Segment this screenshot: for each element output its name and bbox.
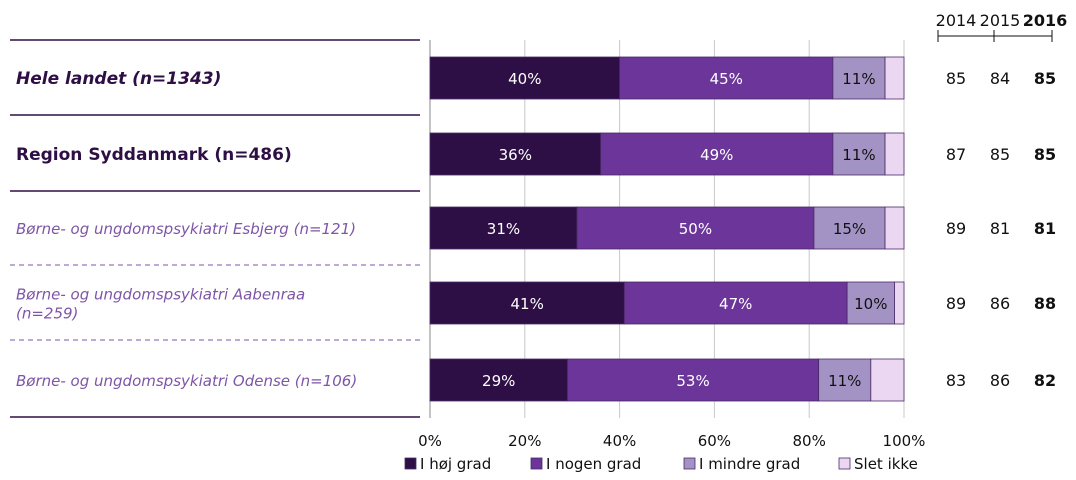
category-label: Børne- og ungdomspsykiatri Odense (n=106… (16, 372, 357, 390)
year-value: 89 (946, 294, 966, 313)
data-label: 11% (828, 372, 861, 390)
year-value: 85 (1034, 145, 1056, 164)
bar-segment (429, 358, 568, 402)
legend-label: I nogen grad (546, 455, 641, 473)
data-label: 45% (710, 70, 743, 88)
data-label: 15% (833, 220, 866, 238)
category-label: (n=259) (16, 305, 78, 323)
year-header: 2014 (936, 11, 977, 30)
data-label: 11% (842, 146, 875, 164)
data-label: 11% (842, 70, 875, 88)
bar-segment (619, 56, 834, 100)
bar-segment (429, 56, 621, 100)
year-value: 86 (990, 371, 1010, 390)
bar-segment (429, 206, 578, 250)
year-value: 82 (1034, 371, 1056, 390)
year-value: 85 (990, 145, 1010, 164)
legend-label: I mindre grad (699, 455, 800, 473)
bar-segment (884, 132, 905, 176)
data-label: 50% (679, 220, 712, 238)
bar-segment (813, 206, 886, 250)
x-tick-label: 100% (883, 432, 926, 450)
bar-segment (870, 358, 905, 402)
data-label: 41% (510, 295, 543, 313)
bar-segment (884, 206, 905, 250)
data-label: 47% (719, 295, 752, 313)
x-tick-label: 80% (793, 432, 826, 450)
year-value: 86 (990, 294, 1010, 313)
bar-segment (832, 132, 886, 176)
year-value: 89 (946, 219, 966, 238)
data-label: 36% (499, 146, 532, 164)
data-label: 40% (508, 70, 541, 88)
data-label: 53% (676, 372, 709, 390)
year-value: 85 (946, 69, 966, 88)
x-tick-label: 20% (508, 432, 541, 450)
legend-label: I høj grad (420, 455, 491, 473)
data-label: 29% (482, 372, 515, 390)
legend-swatch (404, 457, 417, 470)
year-value: 85 (1034, 69, 1056, 88)
category-label: Hele landet (n=1343) (16, 69, 221, 89)
year-value: 81 (1034, 219, 1056, 238)
bar-segment (600, 132, 834, 176)
year-value: 84 (990, 69, 1010, 88)
year-header: 2015 (980, 11, 1021, 30)
legend-swatch (838, 457, 851, 470)
x-tick-label: 0% (418, 432, 442, 450)
bar-segment (623, 281, 848, 325)
bar-segment (429, 132, 602, 176)
category-label: Børne- og ungdomspsykiatri Aabenraa (16, 286, 305, 304)
bar-segment (846, 281, 895, 325)
category-label: Region Syddanmark (n=486) (16, 145, 292, 165)
year-value: 87 (946, 145, 966, 164)
year-value: 81 (990, 219, 1010, 238)
bar-segment (884, 56, 905, 100)
x-tick-label: 60% (698, 432, 731, 450)
category-label: Børne- og ungdomspsykiatri Esbjerg (n=12… (16, 220, 356, 238)
bar-segment (429, 281, 625, 325)
year-value: 83 (946, 371, 966, 390)
data-label: 10% (854, 295, 887, 313)
legend-label: Slet ikke (854, 455, 918, 473)
bar-segment (567, 358, 820, 402)
bar-segment (894, 281, 905, 325)
x-tick-label: 40% (603, 432, 636, 450)
data-label: 49% (700, 146, 733, 164)
legend-swatch (683, 457, 696, 470)
year-value: 88 (1034, 294, 1056, 313)
data-label: 31% (487, 220, 520, 238)
bar-segment (818, 358, 872, 402)
legend-swatch (530, 457, 543, 470)
year-header: 2016 (1023, 11, 1068, 30)
